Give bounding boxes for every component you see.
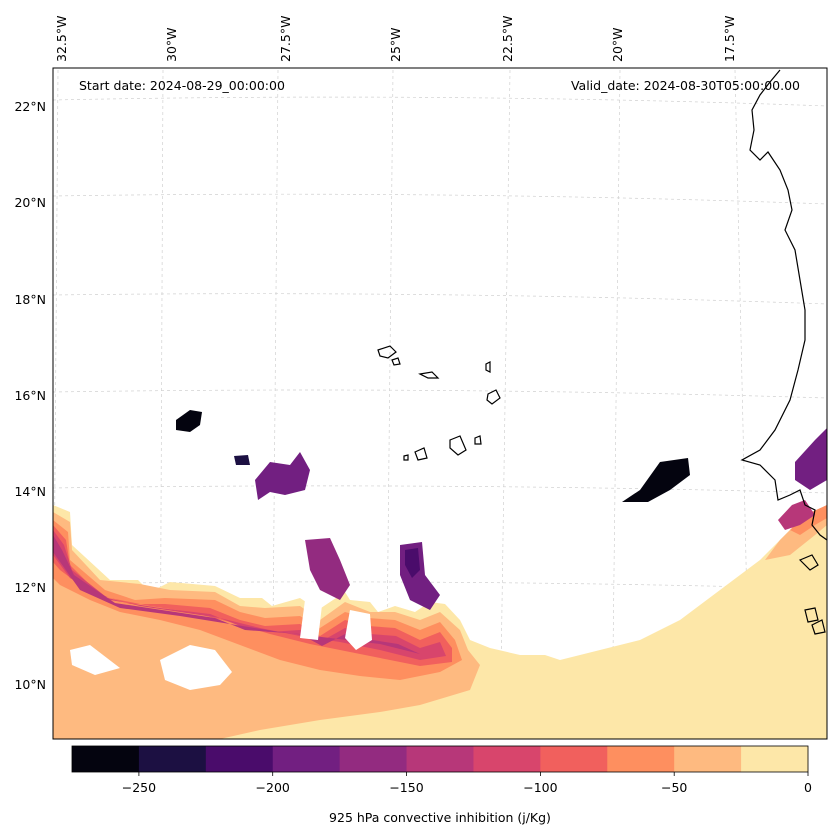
lat-label-20n: 20°N [14, 195, 46, 210]
colorbar-tick-minus-50: −50 [661, 780, 687, 795]
cin-patch-dark-1 [255, 452, 310, 500]
cin-patch-coast-2 [778, 500, 815, 530]
colorbar-swatch-10 [741, 746, 809, 772]
cin-patch-200 [405, 548, 420, 578]
lon-label-32-5w: 32.5°W [54, 16, 69, 62]
colorbar-swatch-3 [272, 746, 341, 772]
island-santo-antao [377, 345, 397, 359]
lon-label-20w: 20°W [610, 27, 625, 62]
colorbar-ticks [138, 772, 809, 776]
island-boa-vista [486, 389, 501, 405]
lat-label-10n: 10°N [14, 677, 46, 692]
map-frame [52, 67, 828, 740]
island-fogo [414, 447, 428, 461]
colorbar: −250 −200 −150 −100 −50 0 925 hPa convec… [71, 745, 812, 825]
island-maio [474, 435, 482, 445]
lat-label-14n: 14°N [14, 484, 46, 499]
coastlines [377, 69, 827, 635]
cin-no-data-areas [70, 600, 372, 690]
cin-patch-coast [795, 428, 827, 490]
cin-patch-150 [305, 538, 350, 600]
colorbar-swatch-1 [138, 746, 207, 772]
lon-label-17-5w: 17.5°W [722, 16, 737, 62]
lat-label-16n: 16°N [14, 388, 46, 403]
colorbar-swatch-4 [339, 746, 408, 772]
lat-label-12n: 12°N [14, 580, 46, 595]
colorbar-swatch-0 [72, 746, 140, 772]
colorbar-swatch-8 [607, 746, 675, 772]
colorbar-swatch-2 [205, 746, 274, 772]
valid-date-label: Valid_date: 2024-08-30T05:00:00.00 [571, 78, 800, 93]
colorbar-tick-minus-250: −250 [122, 780, 156, 795]
colorbar-swatch-7 [540, 746, 608, 772]
colorbar-label: 925 hPa convective inhibition (j/Kg) [329, 810, 551, 825]
island-sal [485, 361, 491, 373]
lon-label-25w: 25°W [388, 27, 403, 62]
colorbar-swatch-5 [406, 746, 474, 772]
cin-band-50-east [790, 505, 827, 535]
island-brava [403, 454, 409, 461]
island-santiago [449, 435, 467, 456]
cin-patch-dark-4 [622, 458, 690, 502]
cin-patch-dark-3 [234, 455, 250, 465]
latitude-labels: 22°N 20°N 18°N 16°N 14°N 12°N 10°N [14, 99, 46, 692]
colorbar-tick-minus-200: −200 [256, 780, 290, 795]
colorbar-frame [71, 745, 809, 773]
colorbar-tick-0: 0 [804, 780, 812, 795]
longitude-labels: 32.5°W 30°W 27.5°W 25°W 22.5°W 20°W 17.5… [54, 16, 737, 62]
africa-coastline [740, 69, 827, 541]
bijagos-islands [798, 554, 826, 635]
colorbar-swatch-9 [674, 746, 742, 772]
lon-label-22-5w: 22.5°W [500, 16, 515, 62]
lon-label-30w: 30°W [164, 27, 179, 62]
colorbar-swatches [72, 746, 809, 772]
cin-band-125 [53, 535, 420, 654]
start-date-label: Start date: 2024-08-29_00:00:00 [79, 78, 285, 93]
colorbar-tick-minus-100: −100 [523, 780, 557, 795]
lon-label-27-5w: 27.5°W [278, 16, 293, 62]
island-sao-nicolau [418, 371, 440, 379]
colorbar-swatch-6 [473, 746, 541, 772]
island-sao-vicente [391, 357, 401, 366]
lat-label-18n: 18°N [14, 292, 46, 307]
lat-label-22n: 22°N [14, 99, 46, 114]
cin-patch-dark-2 [176, 410, 202, 432]
cin-band-100 [53, 530, 446, 660]
colorbar-tick-minus-150: −150 [389, 780, 423, 795]
